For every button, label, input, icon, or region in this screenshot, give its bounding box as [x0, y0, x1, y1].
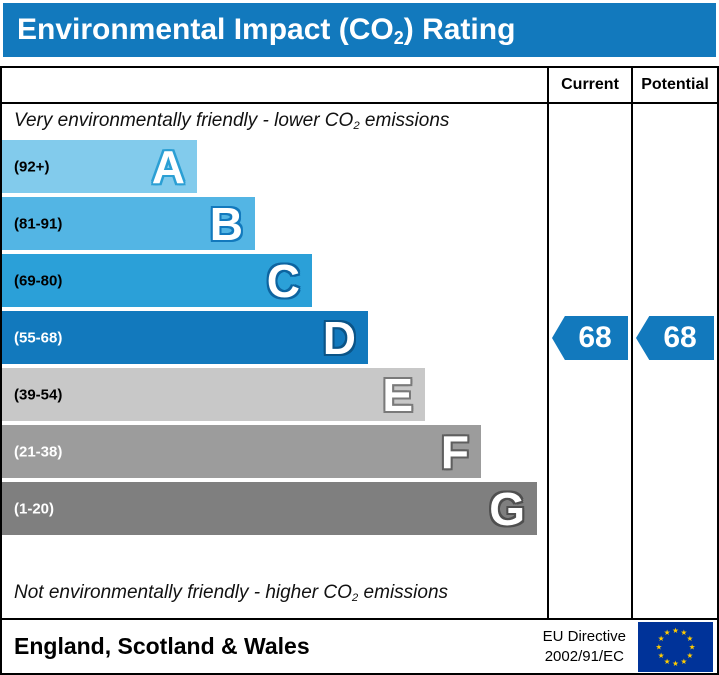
top-note: Very environmentally friendly - lower CO… [14, 110, 449, 132]
band-row-b: (81-91) B [2, 197, 547, 254]
band-bar-e: (39-54) E [2, 368, 425, 421]
band-row-c: (69-80) C [2, 254, 547, 311]
svg-text:★: ★ [658, 650, 665, 659]
bottom-note-subscript: 2 [351, 592, 359, 605]
svg-text:★: ★ [672, 659, 679, 668]
bottom-note-suffix: emissions [358, 582, 449, 603]
current-rating-value: 68 [578, 321, 612, 354]
band-letter-a: A [151, 140, 185, 193]
band-bar-a: (92+) A [2, 140, 197, 193]
potential-column: Potential 68 [631, 68, 717, 618]
potential-rating-pointer: 68 [636, 316, 714, 360]
svg-text:★: ★ [664, 628, 671, 637]
band-range-b: (81-91) [14, 215, 63, 232]
eu-directive-line2: 2002/91/EC [544, 647, 624, 665]
band-letter-e: E [382, 368, 413, 421]
eu-directive-label: EU Directive 2002/91/EC [543, 627, 626, 666]
band-range-d: (55-68) [14, 329, 63, 346]
region-label: England, Scotland & Wales [14, 633, 310, 659]
svg-text:★: ★ [687, 650, 694, 659]
band-row-d: (55-68) D [2, 311, 547, 368]
eu-flag-icon: ★ ★ ★ ★ ★ ★ ★ ★ ★ ★ ★ ★ [638, 621, 713, 672]
band-bar-f: (21-38) F [2, 425, 481, 478]
svg-text:★: ★ [672, 625, 679, 634]
band-letter-b: B [209, 197, 243, 250]
band-bar-g: (1-20) G [2, 482, 537, 535]
band-bar-d: (55-68) D [2, 311, 368, 364]
rating-table: Very environmentally friendly - lower CO… [0, 66, 719, 620]
band-row-g: (1-20) G [2, 482, 547, 539]
band-bar-b: (81-91) B [2, 197, 255, 250]
current-rating-pointer: 68 [552, 316, 628, 360]
band-letter-c: C [266, 254, 300, 307]
band-row-a: (92+) A [2, 140, 547, 197]
eu-directive-line1: EU Directive [542, 628, 626, 645]
current-column-header: Current [561, 76, 619, 93]
band-row-e: (39-54) E [2, 368, 547, 425]
band-letter-f: F [440, 425, 469, 478]
chart-title-suffix: ) Rating [403, 13, 516, 46]
potential-rating-value: 68 [663, 321, 697, 354]
rating-bands: (92+) A (81-91) B (69-80) C [2, 140, 547, 539]
band-row-f: (21-38) F [2, 425, 547, 482]
band-range-f: (21-38) [14, 443, 63, 460]
svg-text:★: ★ [680, 656, 687, 665]
top-note-suffix: emissions [359, 110, 450, 131]
svg-text:★: ★ [664, 656, 671, 665]
current-column: Current 68 [547, 68, 631, 618]
bottom-note: Not environmentally friendly - higher CO… [14, 582, 448, 604]
band-range-c: (69-80) [14, 272, 63, 289]
svg-text:★: ★ [687, 634, 694, 643]
band-letter-d: D [322, 311, 356, 364]
band-range-e: (39-54) [14, 386, 63, 403]
svg-text:★: ★ [658, 634, 665, 643]
svg-text:★: ★ [680, 628, 687, 637]
top-note-text: Very environmentally friendly - lower CO [14, 110, 354, 131]
bottom-note-text: Not environmentally friendly - higher CO [14, 582, 352, 603]
top-note-subscript: 2 [353, 120, 360, 133]
chart-title: Environmental Impact (CO2) Rating [17, 13, 516, 49]
svg-text:★: ★ [689, 642, 696, 651]
potential-column-header: Potential [641, 76, 709, 93]
chart-title-subscript: 2 [393, 28, 404, 49]
chart-title-bar: Environmental Impact (CO2) Rating [3, 3, 716, 57]
header-divider-line [2, 102, 717, 104]
bands-column: Very environmentally friendly - lower CO… [2, 68, 547, 618]
svg-text:★: ★ [655, 642, 662, 651]
chart-title-text: Environmental Impact (CO [17, 13, 394, 46]
band-letter-g: G [489, 482, 525, 535]
band-range-a: (92+) [14, 158, 50, 175]
band-bar-c: (69-80) C [2, 254, 312, 307]
band-range-g: (1-20) [14, 500, 55, 517]
footer-bar: England, Scotland & Wales EU Directive 2… [0, 620, 719, 675]
